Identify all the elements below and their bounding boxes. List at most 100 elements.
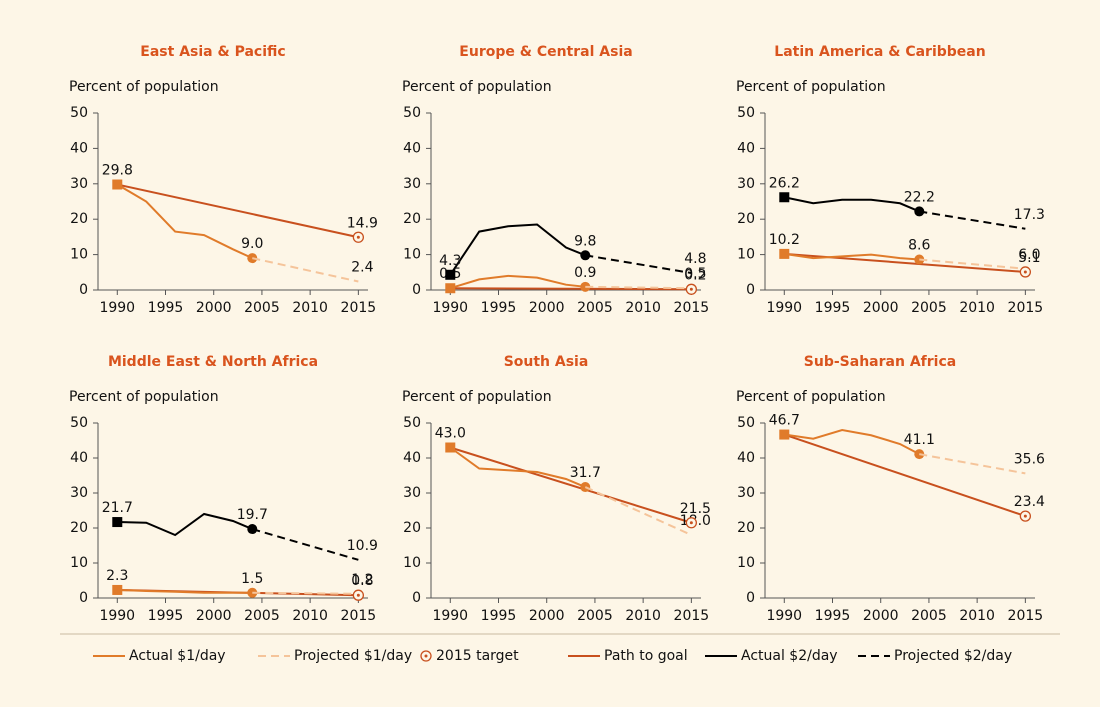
y-tick-label: 40 — [70, 140, 88, 156]
x-tick-label: 2015 — [341, 608, 377, 624]
x-tick-label: 1990 — [432, 300, 468, 316]
series-line — [252, 257, 359, 283]
y-tick-label: 0 — [746, 282, 755, 298]
y-tick-label: 40 — [403, 450, 421, 466]
y-tick-label: 20 — [403, 211, 421, 227]
target-dot — [1023, 270, 1027, 274]
series-line — [584, 486, 692, 536]
data-label: 0.9 — [574, 265, 596, 281]
start-marker — [112, 179, 123, 190]
data-label: 31.7 — [570, 465, 601, 481]
series-line — [450, 287, 692, 291]
y-tick-label: 20 — [737, 211, 755, 227]
series-line — [449, 223, 586, 276]
data-label: 10.2 — [769, 232, 800, 248]
y-tick-label: 30 — [737, 176, 755, 192]
data-label: 19.7 — [237, 507, 268, 523]
y-tick-label: 10 — [70, 247, 88, 263]
end-marker — [247, 524, 258, 535]
y-tick-label: 20 — [737, 520, 755, 536]
series-line — [117, 183, 359, 239]
series-line — [449, 274, 586, 290]
data-label: 4.3 — [439, 253, 461, 269]
x-tick-label: 2015 — [674, 608, 710, 624]
data-label: 29.8 — [102, 163, 133, 179]
data-label: 4.8 — [684, 251, 706, 267]
panel-title: South Asia — [504, 354, 589, 370]
target-dot — [689, 521, 693, 525]
end-marker — [580, 250, 591, 261]
x-tick-label: 1995 — [148, 300, 184, 316]
y-tick-label: 30 — [70, 176, 88, 192]
x-tick-label: 1990 — [766, 300, 802, 316]
y-tick-label: 10 — [737, 247, 755, 263]
y-tick-label: 50 — [737, 105, 755, 121]
series-line — [449, 446, 692, 524]
data-label: 9.0 — [241, 236, 263, 252]
x-tick-label: 2000 — [529, 300, 565, 316]
y-tick-label: 30 — [403, 176, 421, 192]
x-tick-label: 2010 — [625, 608, 661, 624]
series-line — [919, 210, 1026, 230]
x-tick-label: 2005 — [911, 608, 947, 624]
target-dot — [356, 593, 360, 597]
data-label: 1.2 — [351, 572, 373, 588]
series-line — [117, 512, 253, 537]
legend-label: Path to goal — [604, 648, 688, 664]
y-tick-label: 50 — [70, 415, 88, 431]
start-marker — [779, 192, 790, 203]
y-tick-label: 30 — [70, 485, 88, 501]
series-line — [252, 528, 359, 561]
data-label: 21.5 — [680, 501, 711, 517]
series-line — [449, 446, 586, 488]
x-tick-label: 2005 — [577, 300, 613, 316]
y-axis-label: Percent of population — [736, 389, 886, 405]
y-tick-label: 40 — [403, 140, 421, 156]
y-tick-label: 10 — [737, 555, 755, 571]
x-tick-label: 2000 — [196, 300, 232, 316]
x-tick-label: 2005 — [577, 608, 613, 624]
start-marker — [112, 584, 123, 595]
y-axis-label: Percent of population — [736, 79, 886, 95]
x-tick-label: 2000 — [863, 608, 899, 624]
series-line — [585, 285, 692, 290]
y-tick-label: 10 — [403, 247, 421, 263]
start-marker — [112, 517, 123, 528]
y-tick-label: 40 — [737, 140, 755, 156]
target-dot — [689, 287, 693, 291]
x-tick-label: 2010 — [292, 608, 328, 624]
panel-title: Europe & Central Asia — [459, 44, 632, 60]
panel-title: Latin America & Caribbean — [774, 44, 985, 60]
legend-label: Projected $2/day — [894, 648, 1012, 664]
series-line — [116, 183, 253, 260]
y-tick-label: 10 — [403, 555, 421, 571]
x-tick-label: 1995 — [481, 300, 517, 316]
end-marker — [247, 253, 258, 264]
x-tick-label: 2010 — [625, 300, 661, 316]
data-label: 35.6 — [1014, 451, 1045, 467]
data-label: 10.9 — [347, 538, 378, 554]
panel-title: Middle East & North Africa — [108, 354, 318, 370]
x-tick-label: 2015 — [1008, 300, 1044, 316]
data-label: 14.9 — [347, 215, 378, 231]
x-tick-label: 1995 — [481, 608, 517, 624]
data-label: 41.1 — [904, 432, 935, 448]
y-tick-label: 20 — [403, 520, 421, 536]
target-dot — [424, 654, 428, 658]
start-marker — [779, 248, 790, 259]
legend-label: Actual $2/day — [741, 648, 838, 664]
start-marker — [445, 442, 456, 453]
x-tick-label: 1990 — [432, 608, 468, 624]
y-tick-label: 0 — [412, 282, 421, 298]
series-line — [919, 453, 1026, 475]
data-label: 21.7 — [102, 500, 133, 516]
data-label: 0.5 — [684, 266, 706, 282]
x-tick-label: 1995 — [815, 300, 851, 316]
x-tick-label: 1995 — [815, 608, 851, 624]
data-label: 1.5 — [241, 571, 263, 587]
y-tick-label: 10 — [70, 555, 88, 571]
data-label: 9.8 — [574, 233, 596, 249]
data-label: 43.0 — [435, 426, 466, 442]
data-label: 0.2 — [684, 267, 706, 283]
